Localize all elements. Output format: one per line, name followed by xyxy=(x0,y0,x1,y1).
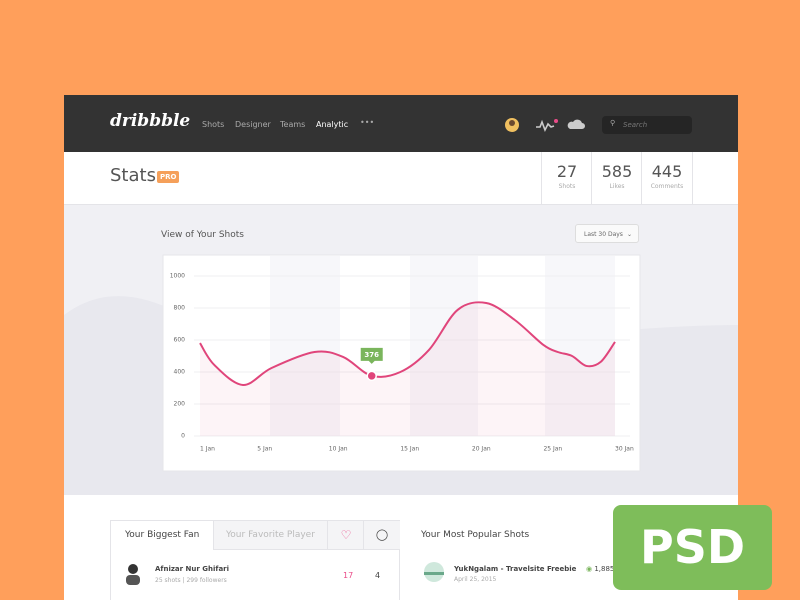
eye-icon: ◉ xyxy=(586,565,593,573)
y-tick-label: 0 xyxy=(181,433,185,440)
counter-value: 445 xyxy=(651,162,683,181)
x-tick-label: 30 Jan xyxy=(615,446,634,453)
nav-link[interactable]: Analytic xyxy=(316,120,349,129)
counter-label: Comments xyxy=(650,183,684,190)
y-tick-label: 1000 xyxy=(170,273,185,280)
fan-likes: 17 xyxy=(343,571,354,580)
search-placeholder: Search xyxy=(623,121,648,129)
shot-thumb xyxy=(424,562,444,582)
popular-title: Your Most Popular Shots xyxy=(421,530,530,540)
x-tick-label: 5 Jan xyxy=(257,446,272,453)
dropdown-caret: ⌄ xyxy=(626,231,632,238)
chart: 0 200 400 600 800 1000 1 Jan 5 Jan 10 Jan 15 Jan 2… xyxy=(162,254,641,472)
counter-value: 585 xyxy=(601,162,633,181)
column-shade xyxy=(270,256,340,436)
nav-link[interactable]: Designer xyxy=(235,120,271,129)
more-menu[interactable]: ••• xyxy=(360,118,375,127)
fan-avatar xyxy=(126,564,140,585)
avatar-face xyxy=(509,120,515,126)
counter-label: Shots xyxy=(558,183,576,190)
shot-name[interactable]: YukNgalam - Travelsite Freebie xyxy=(454,565,577,573)
nav-link[interactable]: Teams xyxy=(280,120,306,129)
psd-badge: PSD xyxy=(613,505,772,590)
grid: 0 200 400 600 800 1000 1 Jan 5 Jan 10 Jan 15 Jan 2… xyxy=(170,273,634,453)
fan-comments: 4 xyxy=(375,571,381,580)
activity-icon[interactable] xyxy=(536,119,555,132)
chart-title: View of Your Shots xyxy=(161,230,244,240)
app-window: dribbble Shots Designer Teams Analytic •… xyxy=(64,95,738,600)
x-tick-label: 1 Jan xyxy=(200,446,215,453)
upload-icon[interactable] xyxy=(567,119,585,129)
fan-name[interactable]: Afnizar Nur Ghifari xyxy=(155,565,230,573)
y-tick-label: 600 xyxy=(174,337,186,344)
point-label-bg xyxy=(360,347,383,364)
point xyxy=(366,370,377,382)
tab[interactable]: Your Favorite Player xyxy=(213,521,340,550)
counter: 445 Comments xyxy=(641,152,693,204)
logo[interactable]: dribbble xyxy=(110,111,191,131)
top-bar: dribbble Shots Designer Teams Analytic •… xyxy=(64,95,738,152)
range-label: Last 30 Days xyxy=(584,231,623,238)
x-tick-label: 10 Jan xyxy=(329,446,348,453)
column-shade xyxy=(545,256,615,436)
x-tick-label: 15 Jan xyxy=(400,446,419,453)
y-tick-label: 800 xyxy=(174,305,186,312)
fan-meta: 25 shots | 299 followers xyxy=(155,577,227,584)
counter: 27 Shots xyxy=(541,152,592,204)
tab[interactable]: Your Biggest Fan xyxy=(125,530,200,540)
shot-views: ◉ 1,885 xyxy=(586,565,614,573)
y-tick-label: 200 xyxy=(174,401,186,408)
shot-date: April 25, 2015 xyxy=(454,576,497,583)
line xyxy=(199,301,616,386)
x-tick-label: 25 Jan xyxy=(543,446,562,453)
search-box[interactable]: ⚲ Search xyxy=(602,116,692,134)
likes-tab[interactable]: ♡ xyxy=(327,521,364,550)
stats-title: Stats xyxy=(110,165,156,186)
views-value: 1,885 xyxy=(594,565,615,573)
counter-value: 27 xyxy=(556,162,578,181)
nav-link[interactable]: Shots xyxy=(202,120,225,129)
y-tick-label: 400 xyxy=(174,369,186,376)
notification-dot xyxy=(554,119,558,123)
comments-tab[interactable]: ◯ xyxy=(363,521,400,550)
range-dropdown[interactable]: Last 30 Days ⌄ xyxy=(575,224,639,243)
icons xyxy=(505,118,585,132)
stats-bar: Stats PRO 27 Shots 585 Likes 445 Comments xyxy=(64,152,738,205)
column-shade xyxy=(410,256,478,436)
point-label: 376 xyxy=(364,351,379,359)
x-tick-label: 20 Jan xyxy=(472,446,491,453)
fan-panel: Your Biggest Fan Your Favorite Player ♡ … xyxy=(110,520,400,600)
counter: 585 Likes xyxy=(591,152,642,204)
pro-badge: PRO xyxy=(157,171,180,183)
plot: 376 xyxy=(199,301,616,436)
search-icon: ⚲ xyxy=(610,119,616,127)
counter-label: Likes xyxy=(609,183,625,190)
